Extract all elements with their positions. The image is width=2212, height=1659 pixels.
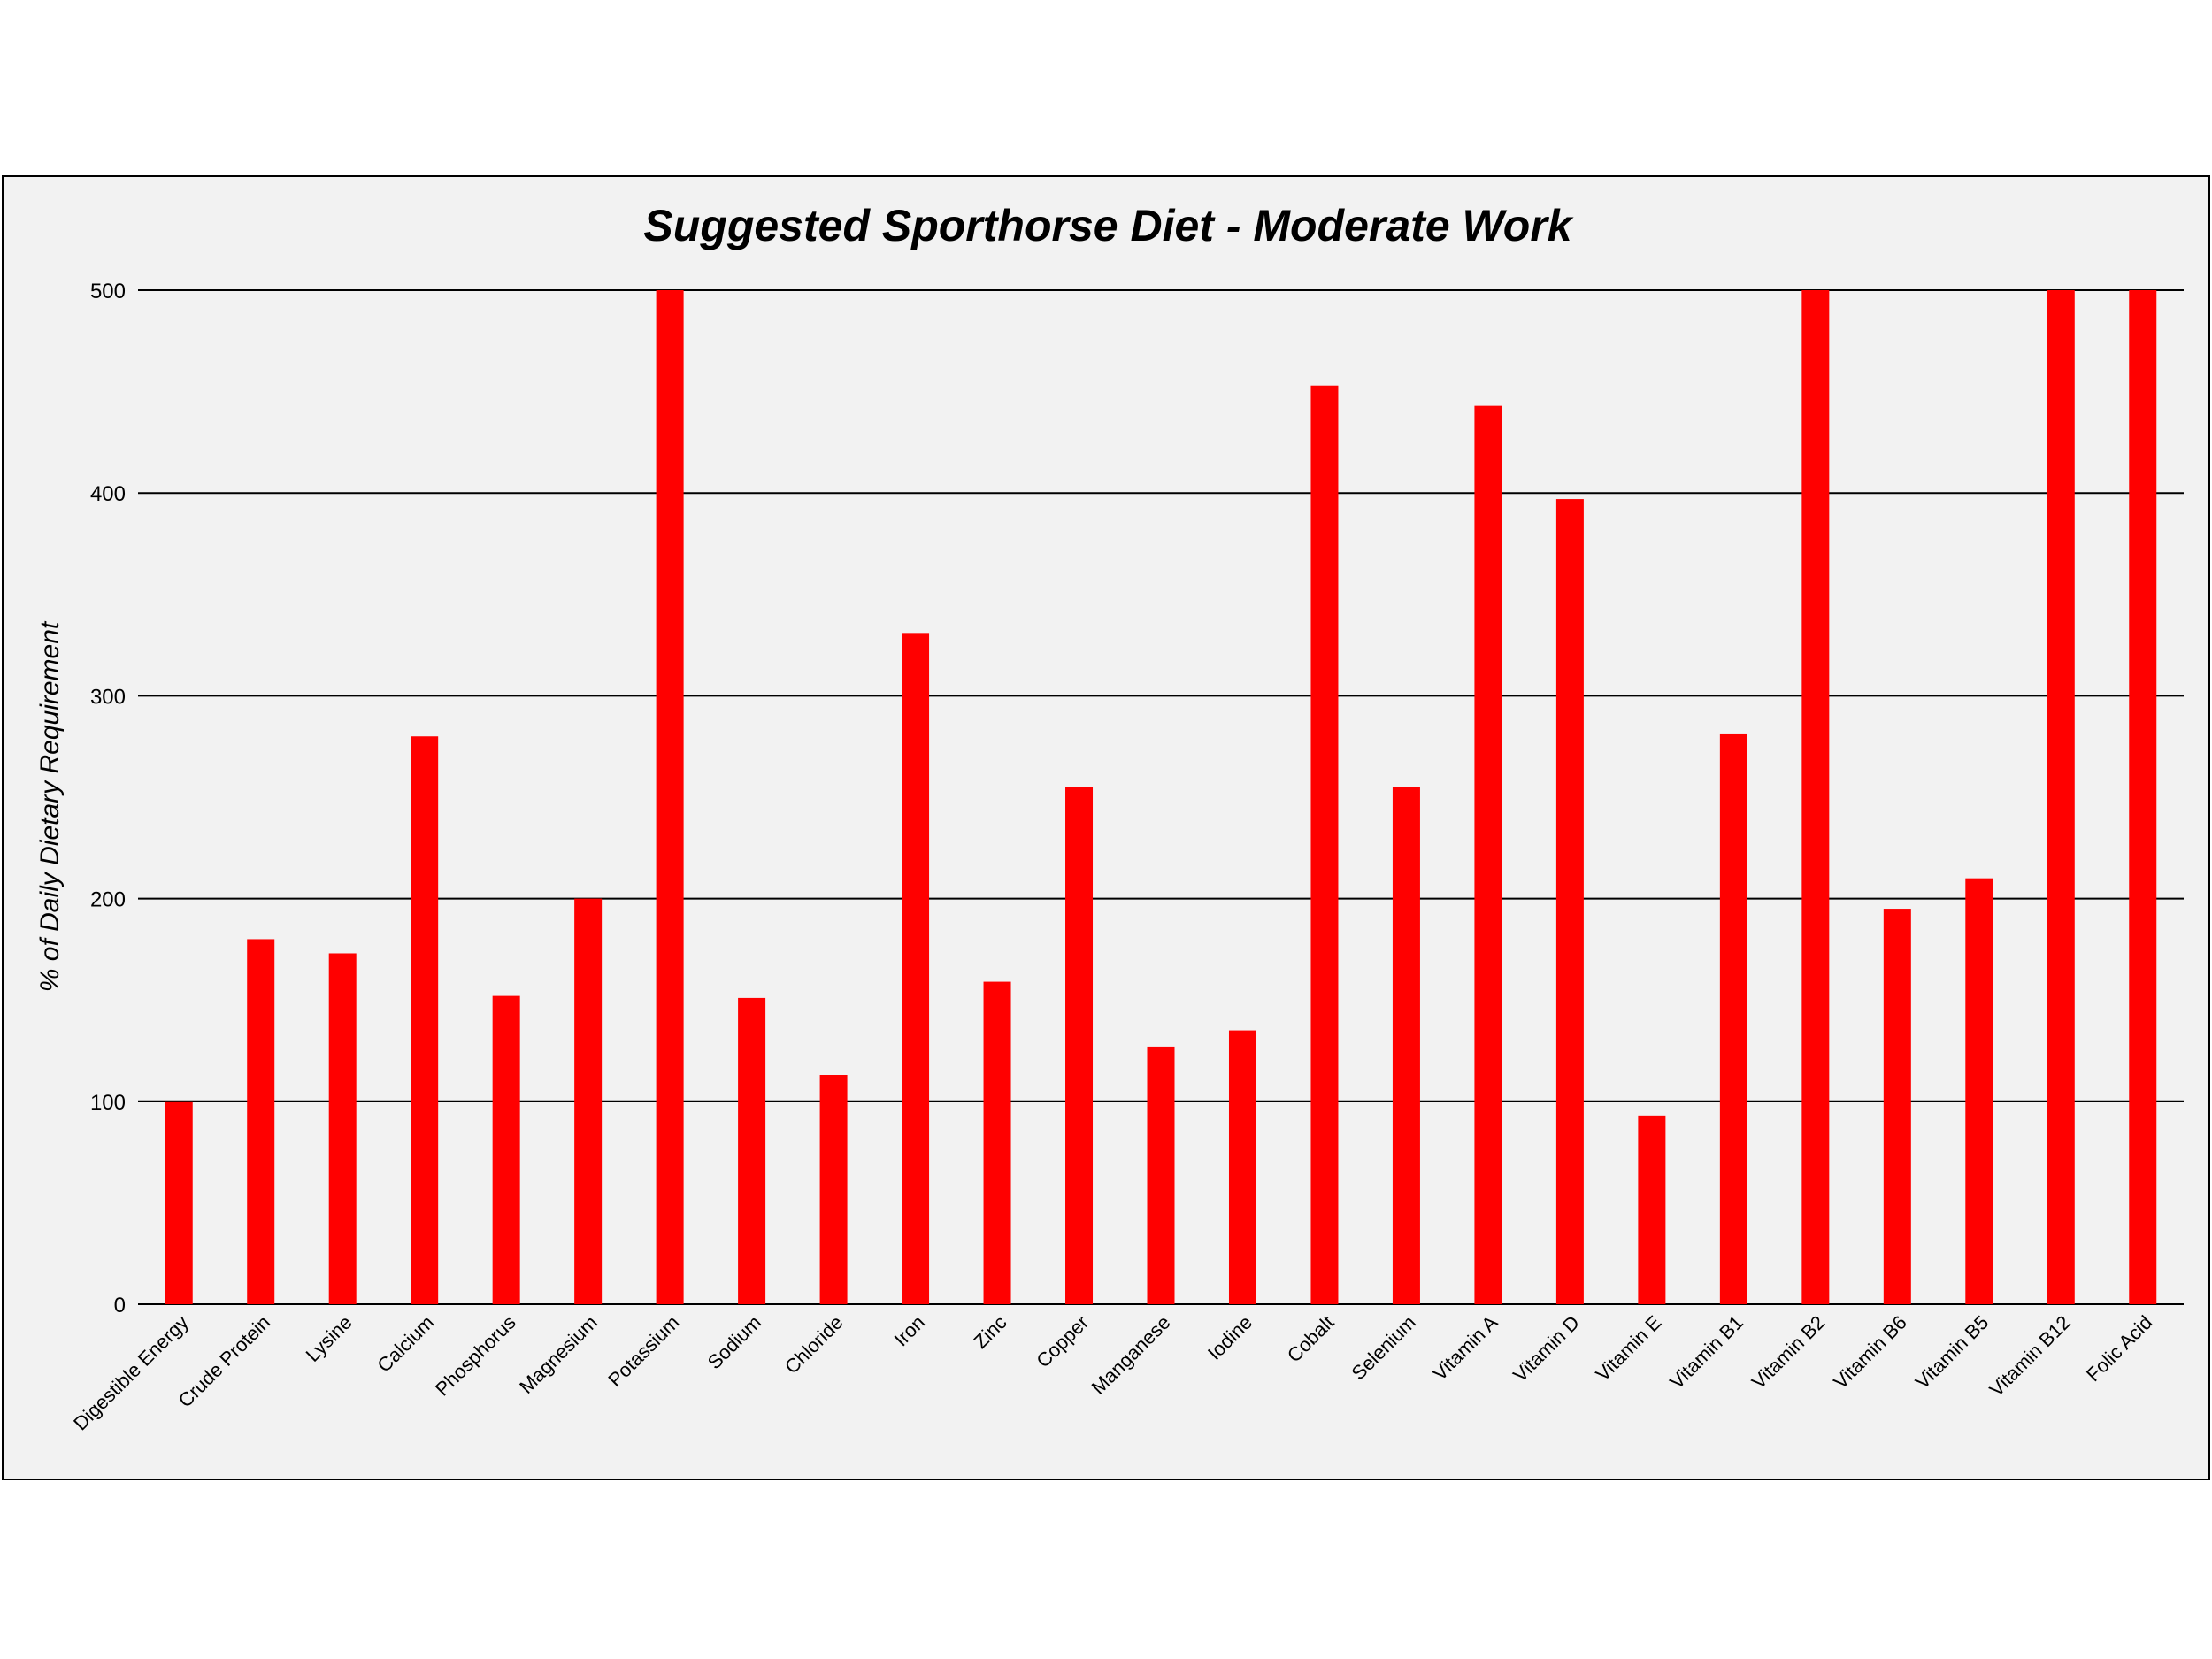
y-tick-label: 400 bbox=[90, 482, 126, 506]
y-axis-label: % of Daily Dietary Requirement bbox=[35, 620, 65, 992]
bar-selenium bbox=[1392, 787, 1420, 1304]
x-tick-label: Magnesium bbox=[515, 1311, 602, 1398]
x-tick-label: Vitamin A bbox=[1428, 1311, 1502, 1385]
bar-vitamin-b6 bbox=[1883, 909, 1911, 1304]
bar-zinc bbox=[983, 981, 1011, 1304]
x-tick-label: Folic Acid bbox=[2082, 1311, 2156, 1386]
x-tick-label: Copper bbox=[1032, 1311, 1093, 1372]
bar-vitamin-b5 bbox=[1965, 878, 1993, 1304]
bar-crude-protein bbox=[247, 939, 275, 1304]
bar-chart: Suggested Sporthorse Diet - Moderate Wor… bbox=[35, 201, 2184, 1435]
y-tick-label: 300 bbox=[90, 685, 126, 709]
x-tick-label: Calcium bbox=[373, 1311, 438, 1377]
bar-vitamin-e bbox=[1638, 1115, 1666, 1304]
bar-folic-acid bbox=[2129, 290, 2157, 1304]
y-axis-ticks: 0 100 200 300 400 500 bbox=[90, 280, 126, 1317]
x-tick-label: Iodine bbox=[1203, 1311, 1256, 1364]
bar-vitamin-d bbox=[1555, 499, 1584, 1304]
x-tick-label: Vitamin E bbox=[1591, 1311, 1665, 1386]
bar-vitamin-b12 bbox=[2047, 290, 2075, 1304]
bar-digestible-energy bbox=[165, 1101, 193, 1304]
bar-chloride bbox=[819, 1075, 848, 1304]
x-tick-label: Manganese bbox=[1087, 1311, 1175, 1399]
gridlines bbox=[138, 289, 2184, 1305]
x-tick-label: Vitamin B5 bbox=[1911, 1311, 1993, 1394]
bar-vitamin-b2 bbox=[1801, 290, 1830, 1304]
bar-calcium bbox=[411, 736, 439, 1304]
x-tick-label: Lysine bbox=[302, 1311, 357, 1366]
x-tick-label: Vitamin B6 bbox=[1829, 1311, 1911, 1394]
bars bbox=[165, 290, 2157, 1304]
x-tick-label: Cobalt bbox=[1283, 1311, 1339, 1367]
x-tick-label: Vitamin B12 bbox=[1985, 1311, 2075, 1401]
x-tick-label: Iron bbox=[890, 1311, 929, 1350]
bar-magnesium bbox=[574, 898, 603, 1304]
bar-vitamin-a bbox=[1474, 405, 1502, 1304]
x-tick-label: Vitamin B1 bbox=[1665, 1311, 1747, 1394]
x-tick-label: Phosphorus bbox=[431, 1311, 520, 1401]
bar-iodine bbox=[1228, 1030, 1256, 1304]
bar-iron bbox=[902, 633, 930, 1304]
chart-area: Suggested Sporthorse Diet - Moderate Wor… bbox=[2, 175, 2210, 1480]
y-tick-label: 500 bbox=[90, 280, 126, 303]
x-tick-label: Zinc bbox=[970, 1311, 1011, 1353]
x-tick-label: Chloride bbox=[780, 1311, 848, 1379]
y-tick-label: 200 bbox=[90, 888, 126, 912]
x-tick-label: Potassium bbox=[603, 1311, 683, 1391]
y-tick-label: 100 bbox=[90, 1091, 126, 1115]
bar-lysine bbox=[328, 953, 357, 1304]
chart-title: Suggested Sporthorse Diet - Moderate Wor… bbox=[643, 201, 1573, 250]
x-tick-label: Digestible Energy bbox=[69, 1311, 193, 1435]
x-tick-label: Vitamin B2 bbox=[1747, 1311, 1830, 1394]
bar-manganese bbox=[1147, 1046, 1175, 1304]
x-tick-label: Selenium bbox=[1347, 1311, 1420, 1385]
bar-phosphorus bbox=[492, 995, 520, 1304]
x-tick-label: Vitamin D bbox=[1509, 1311, 1584, 1386]
y-tick-label: 0 bbox=[114, 1294, 126, 1317]
bar-cobalt bbox=[1310, 385, 1339, 1304]
bar-copper bbox=[1065, 787, 1094, 1304]
bar-vitamin-b1 bbox=[1719, 733, 1747, 1304]
bar-sodium bbox=[738, 997, 766, 1304]
x-tick-label: Sodium bbox=[703, 1311, 765, 1373]
bar-potassium bbox=[656, 290, 684, 1304]
